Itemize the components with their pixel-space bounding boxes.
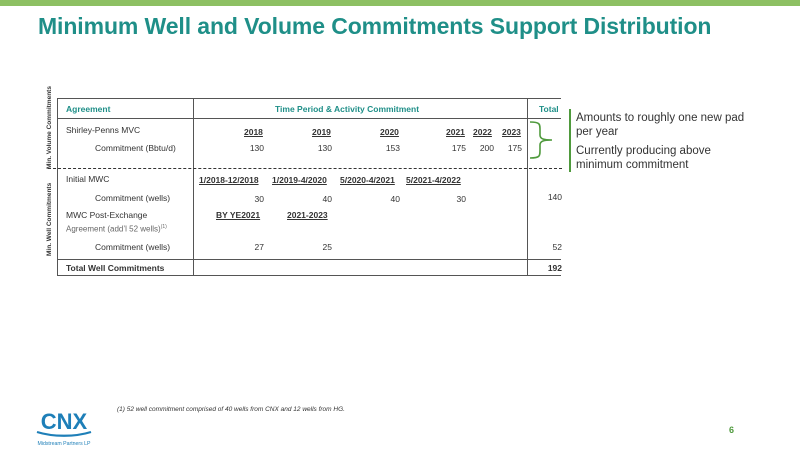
wells-value: 30 xyxy=(254,194,264,204)
period-label: 1/2019-4/2020 xyxy=(272,175,327,185)
note-producing-above: Currently producing above minimum commit… xyxy=(576,145,711,171)
volume-value: 130 xyxy=(317,143,332,153)
row-label-wells: Commitment (wells) xyxy=(95,193,171,203)
wells-value: 30 xyxy=(456,194,466,204)
year-label: 2021 xyxy=(446,127,465,137)
footnote: (1) 52 well commitment comprised of 40 w… xyxy=(117,406,345,413)
period-label: 1/2018-12/2018 xyxy=(199,175,259,185)
header-total: Total xyxy=(539,104,559,114)
period-label: BY YE2021 xyxy=(216,210,261,220)
table-left-border xyxy=(57,98,58,276)
wells-value: 27 xyxy=(254,242,264,252)
total-divider xyxy=(57,259,561,260)
period-label: 5/2020-4/2021 xyxy=(340,175,395,185)
section-divider-dashed xyxy=(48,168,562,169)
post-exchange-sub-text: Agreement (add’l 52 wells) xyxy=(66,224,161,234)
slide-title: Minimum Well and Volume Commitments Supp… xyxy=(38,13,712,39)
volume-value: 175 xyxy=(451,143,466,153)
side-label-well: Min. Well Commitments xyxy=(46,182,53,256)
agreement-post-exchange-sub: Agreement (add’l 52 wells)(1) xyxy=(66,222,167,235)
top-accent-bar xyxy=(0,0,800,6)
page-number: 6 xyxy=(729,425,735,435)
wells-value: 40 xyxy=(322,194,332,204)
svg-text:CNX: CNX xyxy=(41,409,88,434)
column-divider-period xyxy=(193,98,194,276)
total-post-exchange: 52 xyxy=(552,242,562,252)
column-divider-total xyxy=(527,98,528,276)
table-bottom-border xyxy=(57,275,561,276)
cnx-logo: CNX Midstream Partners LP xyxy=(33,404,95,448)
period-label: 2021-2023 xyxy=(287,210,328,220)
row-label-bbtu: Commitment (Bbtu/d) xyxy=(95,143,176,153)
curly-brace-icon xyxy=(529,121,553,159)
total-well-commitments-value: 192 xyxy=(547,263,562,273)
svg-text:Midstream Partners LP: Midstream Partners LP xyxy=(37,441,91,447)
agreement-shirley-penns: Shirley-Penns MVC xyxy=(66,125,141,135)
notes-accent-bar xyxy=(569,109,571,172)
table-top-border xyxy=(57,98,561,99)
header-divider xyxy=(57,118,561,119)
wells-value: 25 xyxy=(322,242,332,252)
row-label-wells: Commitment (wells) xyxy=(95,242,171,252)
volume-value: 175 xyxy=(507,143,522,153)
footnote-ref: (1) xyxy=(160,224,167,230)
total-well-commitments-label: Total Well Commitments xyxy=(66,263,165,273)
year-label: 2018 xyxy=(244,127,263,137)
header-agreement: Agreement xyxy=(66,104,111,114)
volume-value: 153 xyxy=(385,143,400,153)
period-label: 5/2021-4/2022 xyxy=(406,175,461,185)
year-label: 2019 xyxy=(312,127,331,137)
volume-value: 200 xyxy=(479,143,494,153)
wells-value: 40 xyxy=(390,194,400,204)
volume-value: 130 xyxy=(249,143,264,153)
year-label: 2023 xyxy=(502,127,521,137)
agreement-initial-mwc: Initial MWC xyxy=(66,174,110,184)
total-initial-mwc: 140 xyxy=(547,192,562,202)
header-time-period: Time Period & Activity Commitment xyxy=(275,104,420,114)
year-label: 2020 xyxy=(380,127,399,137)
note-roughly-one-pad: Amounts to roughly one new pad per year xyxy=(576,112,745,138)
side-label-volume: Min. Volume Commitments xyxy=(46,86,53,169)
agreement-post-exchange: MWC Post-Exchange xyxy=(66,210,148,220)
year-label: 2022 xyxy=(473,127,492,137)
cnx-logo-graphic: CNX Midstream Partners LP xyxy=(36,409,92,447)
